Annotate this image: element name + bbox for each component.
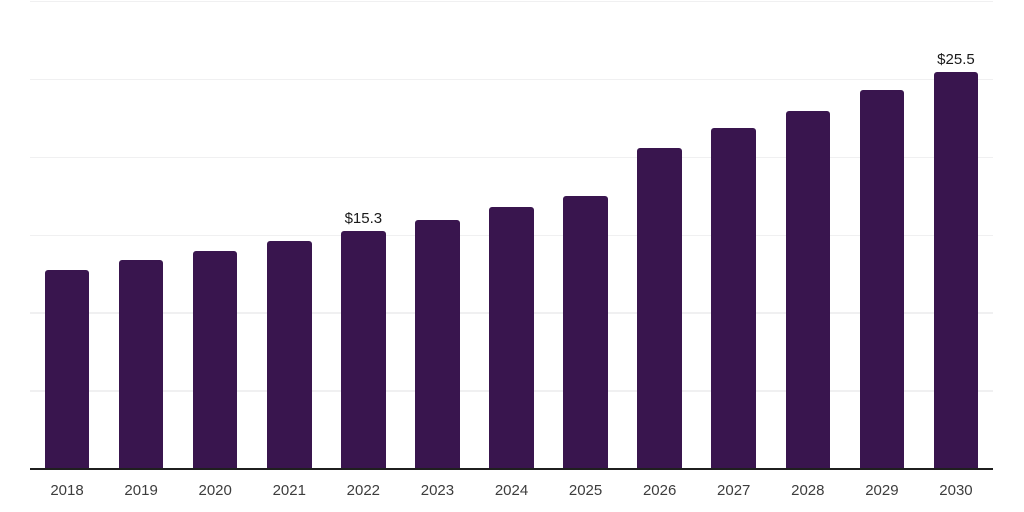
- bar-2018: [44, 269, 90, 469]
- bar-2019: [118, 260, 164, 469]
- x-axis-label-2020: 2020: [198, 481, 232, 499]
- bar-2021: [267, 241, 312, 469]
- bar-2020: [192, 250, 238, 469]
- x-axis-label-2023: 2023: [420, 481, 455, 499]
- bar-2024: [489, 207, 534, 469]
- x-axis-label-2018: 2018: [50, 481, 84, 499]
- gridline-y25: [30, 78, 993, 81]
- bar-2030: [933, 71, 979, 469]
- x-axis-label-2029: 2029: [865, 481, 899, 499]
- bar-2027: [711, 127, 756, 469]
- bar-2026: [637, 147, 682, 469]
- gridline-y30: [30, 0, 993, 3]
- bar-2025: [563, 196, 608, 469]
- gridline-y20: [30, 156, 993, 159]
- x-axis-label-2030: 2030: [939, 481, 973, 499]
- value-label-2022: $15.3: [344, 210, 383, 228]
- x-axis-label-2027: 2027: [717, 481, 751, 499]
- bar-2022: [341, 230, 386, 469]
- x-axis-label-2024: 2024: [494, 481, 529, 499]
- x-axis-line: [30, 468, 993, 470]
- bar-2029: [859, 90, 905, 469]
- x-axis-label-2019: 2019: [124, 481, 158, 499]
- x-axis-label-2026: 2026: [642, 481, 677, 499]
- x-axis-label-2022: 2022: [346, 481, 381, 499]
- value-label-2030: $25.5: [937, 51, 975, 69]
- bar-2023: [415, 219, 460, 469]
- x-axis-label-2028: 2028: [791, 481, 825, 499]
- x-axis-label-2021: 2021: [272, 481, 306, 499]
- x-axis-label-2025: 2025: [568, 481, 603, 499]
- bar-2028: [785, 110, 831, 469]
